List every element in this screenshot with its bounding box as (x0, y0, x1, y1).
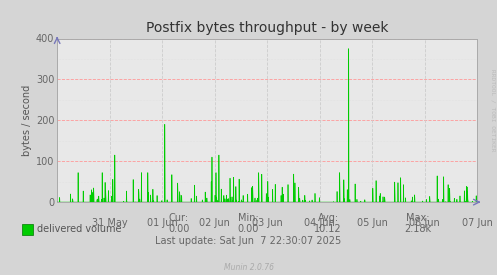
Text: 05 Jun: 05 Jun (357, 218, 388, 229)
Text: 06 Jun: 06 Jun (409, 218, 440, 229)
Text: 02 Jun: 02 Jun (199, 218, 230, 229)
Text: 31 May: 31 May (92, 218, 127, 229)
Title: Postfix bytes throughput - by week: Postfix bytes throughput - by week (146, 21, 388, 35)
Text: delivered volume: delivered volume (37, 224, 122, 234)
Text: Avg:: Avg: (318, 213, 338, 223)
Text: Munin 2.0.76: Munin 2.0.76 (224, 263, 273, 272)
Text: 2.18k: 2.18k (404, 224, 431, 234)
Text: 10.12: 10.12 (314, 224, 342, 234)
Text: RRDTOOL / TOBI OETIKER: RRDTOOL / TOBI OETIKER (491, 69, 496, 151)
Text: 03 Jun: 03 Jun (252, 218, 282, 229)
Text: 0.00: 0.00 (238, 224, 259, 234)
Text: 04 Jun: 04 Jun (304, 218, 335, 229)
Text: 07 Jun: 07 Jun (462, 218, 493, 229)
Text: Max:: Max: (406, 213, 429, 223)
Text: Last update: Sat Jun  7 22:30:07 2025: Last update: Sat Jun 7 22:30:07 2025 (156, 236, 341, 246)
Text: 0.00: 0.00 (168, 224, 190, 234)
Text: Cur:: Cur: (169, 213, 189, 223)
Text: 01 Jun: 01 Jun (147, 218, 177, 229)
Text: Min:: Min: (238, 213, 259, 223)
Y-axis label: bytes / second: bytes / second (22, 85, 32, 156)
